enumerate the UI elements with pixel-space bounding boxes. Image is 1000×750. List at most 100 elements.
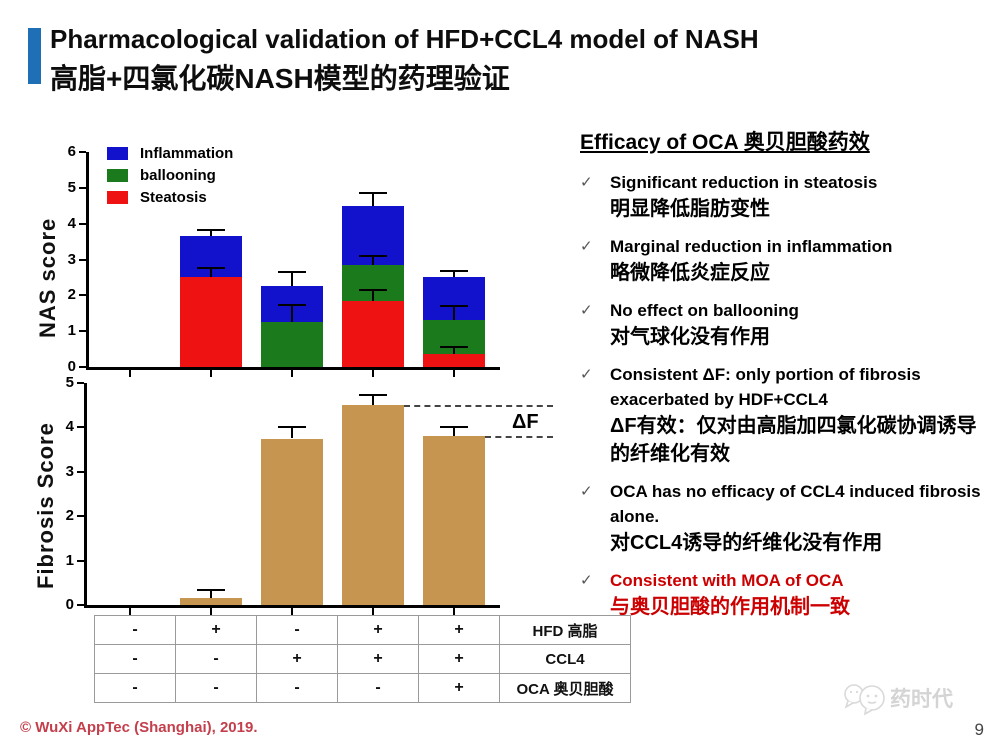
- nas-y-tick: [79, 366, 86, 368]
- nas-error-bar: [210, 268, 212, 278]
- fibrosis-x-tick: [372, 608, 374, 615]
- page-number: 9: [974, 720, 984, 739]
- nas-error-bar: [291, 272, 293, 287]
- legend-row-ballooning: ballooning: [107, 164, 233, 186]
- bullet-text-english: No effect on ballooning: [610, 301, 799, 320]
- nas-x-axis: [86, 367, 500, 370]
- condition-cell: -: [175, 644, 257, 674]
- fibrosis-bar: [261, 438, 323, 605]
- bullet-text: Consistent with MOA of OCA 与奥贝胆酸的作用机制一致: [610, 568, 994, 621]
- slide-title-english: Pharmacological validation of HFD+CCL4 m…: [50, 24, 759, 54]
- nas-error-bar: [291, 305, 293, 323]
- condition-table: - + - + + HFD 高脂 - - + + + CCL4- - - - + OCA 奥贝胆酸: [94, 615, 631, 703]
- condition-row-label: OCA 奥贝胆酸: [499, 673, 631, 703]
- condition-cell: -: [94, 615, 176, 645]
- nas-x-tick: [210, 370, 212, 377]
- bullet-text-english: Significant reduction in steatosis: [610, 173, 878, 192]
- efficacy-heading: Efficacy of OCA 奥贝胆酸药效: [580, 131, 870, 154]
- legend-swatch-steatosis: [107, 190, 128, 204]
- legend-swatch-inflammation: [107, 146, 128, 160]
- fibrosis-error-bar: [210, 590, 212, 599]
- nas-error-cap: [197, 229, 225, 232]
- fibrosis-y-tick: [77, 515, 84, 518]
- fibrosis-x-tick: [129, 608, 131, 615]
- bullet-text-english: Marginal reduction in inflammation: [610, 237, 893, 256]
- nas-y-tick: [79, 186, 86, 189]
- fibrosis-bar: [423, 436, 485, 605]
- condition-cell: +: [337, 644, 419, 674]
- nas-chart-legend: Inflammation ballooning Steatosis: [107, 142, 233, 208]
- checkmark-icon: ✓: [580, 174, 593, 191]
- fibrosis-y-tick-label: 0: [65, 596, 74, 613]
- fibrosis-y-tick-label: 1: [65, 551, 74, 569]
- nas-y-axis: [86, 152, 89, 370]
- wechat-bubbles-icon: [844, 684, 885, 716]
- watermark-logo: 药时代: [838, 678, 988, 723]
- fibrosis-y-tick: [77, 470, 84, 473]
- bullet-text: Marginal reduction in inflammation 略微降低炎症…: [610, 234, 994, 287]
- nas-y-tick: [79, 151, 86, 153]
- fibrosis-error-cap: [440, 426, 468, 429]
- legend-row-steatosis: Steatosis: [107, 186, 233, 208]
- fibrosis-error-cap: [359, 394, 387, 397]
- fibrosis-y-tick-label: 5: [65, 374, 74, 391]
- nas-error-cap: [278, 304, 306, 307]
- efficacy-bullet: ✓ Consistent with MOA of OCA 与奥贝胆酸的作用机制一致: [580, 568, 994, 621]
- bullet-text-english: Consistent with MOA of OCA: [610, 571, 844, 590]
- nas-error-bar: [210, 230, 212, 237]
- nas-error-bar: [372, 255, 374, 265]
- nas-y-tick-label: 1: [67, 322, 76, 340]
- efficacy-bullet: ✓ OCA has no efficacy of CCL4 induced fib…: [580, 479, 994, 557]
- nas-y-tick-label: 6: [67, 143, 76, 160]
- nas-error-cap: [440, 346, 468, 349]
- delta-f-label: ΔF: [512, 411, 539, 434]
- bullet-text: OCA has no efficacy of CCL4 induced fibr…: [610, 479, 994, 557]
- condition-table-row: - - - - + OCA 奥贝胆酸: [94, 673, 631, 703]
- nas-bar-segment-steatosis: [180, 277, 242, 367]
- nas-error-cap: [440, 270, 468, 273]
- legend-label: Steatosis: [140, 188, 207, 206]
- efficacy-bullet: ✓ No effect on ballooning 对气球化没有作用: [580, 298, 994, 351]
- fibrosis-x-axis: [84, 605, 500, 608]
- nas-bar-segment-steatosis: [423, 354, 485, 367]
- nas-x-tick: [453, 370, 455, 377]
- nas-x-tick: [291, 370, 293, 377]
- bullet-text-english: OCA has no efficacy of CCL4 induced fibr…: [610, 482, 981, 526]
- title-accent-bar: [28, 28, 41, 84]
- fibrosis-x-tick: [453, 608, 455, 615]
- fibrosis-y-tick: [77, 559, 84, 562]
- fibrosis-bar: [342, 405, 404, 605]
- checkmark-icon: ✓: [580, 238, 593, 255]
- copyright-footer: © WuXi AppTec (Shanghai), 2019.: [20, 719, 258, 736]
- condition-cell: -: [256, 615, 338, 645]
- checkmark-icon: ✓: [580, 572, 593, 589]
- condition-cell: -: [256, 673, 338, 703]
- fibrosis-error-bar: [372, 395, 374, 406]
- fibrosis-x-tick: [210, 608, 212, 615]
- fibrosis-error-cap: [197, 589, 225, 592]
- condition-cell: +: [418, 673, 500, 703]
- nas-y-tick: [79, 330, 86, 333]
- condition-cell: -: [94, 644, 176, 674]
- fibrosis-y-tick: [77, 426, 84, 429]
- fibrosis-y-axis-label: Fibrosis Score: [33, 422, 58, 590]
- delta-f-upper-dashed-line: [404, 405, 553, 408]
- efficacy-panel: Efficacy of OCA 奥贝胆酸药效 ✓ Significant redu…: [580, 126, 994, 632]
- legend-label: Inflammation: [140, 144, 234, 162]
- efficacy-bullet: ✓ Marginal reduction in inflammation 略微降低炎…: [580, 234, 994, 287]
- condition-cell: +: [418, 644, 500, 674]
- checkmark-icon: ✓: [580, 302, 593, 319]
- nas-y-axis-label: NAS score: [35, 217, 60, 338]
- legend-row-inflammation: Inflammation: [107, 142, 233, 164]
- nas-error-cap: [359, 192, 387, 195]
- nas-y-tick-label: 0: [67, 358, 76, 375]
- fibrosis-y-axis: [84, 383, 87, 608]
- nas-bar-segment-ballooning: [261, 322, 323, 367]
- nas-bar-segment-steatosis: [342, 300, 404, 367]
- legend-swatch-ballooning: [107, 168, 128, 182]
- condition-cell: -: [175, 673, 257, 703]
- efficacy-bullet-list: ✓ Significant reduction in steatosis 明显降低脂…: [580, 170, 994, 621]
- watermark-text: 药时代: [890, 687, 953, 711]
- bullet-text: Consistent ΔF: only portion of fibrosis …: [610, 362, 994, 468]
